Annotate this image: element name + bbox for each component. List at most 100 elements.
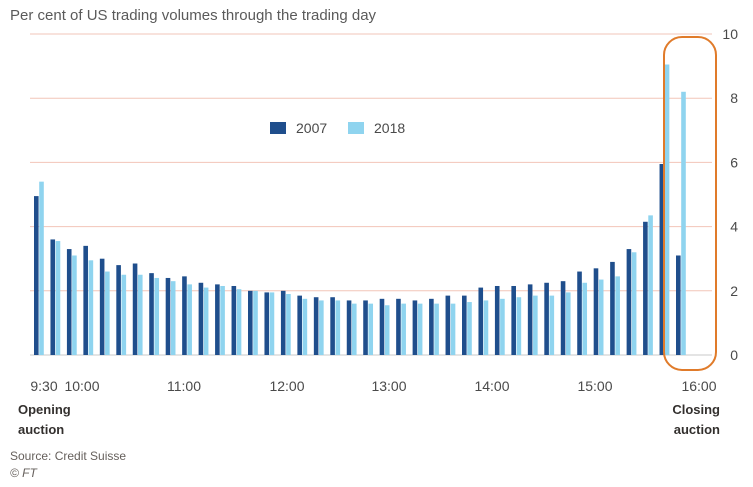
bar-2018 (516, 297, 522, 355)
bar-2018 (467, 302, 472, 355)
y-tick-label: 4 (730, 219, 738, 235)
opening-auction-annotation: Opening auction (18, 402, 71, 437)
bar-2018 (187, 284, 192, 355)
bar-2018 (351, 303, 357, 355)
x-tick-label: 13:00 (371, 378, 406, 394)
y-tick-label: 2 (730, 283, 738, 299)
x-tick-label: 11:00 (167, 378, 201, 394)
grid-lines (30, 33, 712, 356)
bar-2007 (280, 290, 286, 355)
bar-2018 (615, 276, 620, 355)
x-tick-label: 14:00 (474, 378, 509, 394)
x-tick-label: 9:30 (30, 378, 57, 394)
legend: 2007 2018 (270, 120, 405, 136)
bar-2018 (681, 91, 686, 355)
bar-2018 (582, 282, 588, 355)
bar-2018 (121, 274, 127, 355)
bar-2007 (50, 239, 56, 355)
bar-2018 (483, 300, 489, 355)
bar-2007 (544, 282, 549, 355)
y-tick-label: 0 (730, 347, 738, 363)
bar-2007 (83, 245, 88, 355)
bar-2007 (165, 277, 171, 355)
bar-2018 (220, 285, 225, 355)
closing-auction-annotation: Closing auction (672, 402, 720, 437)
bar-2018 (598, 279, 604, 355)
x-tick-label: 10:00 (64, 378, 99, 394)
x-tick-label: 12:00 (269, 378, 304, 394)
legend-label-2018: 2018 (374, 120, 405, 136)
bar-2007 (462, 295, 467, 355)
bar-2018 (319, 300, 324, 355)
bar-2007 (132, 263, 138, 355)
source-note: Source: Credit Suisse (10, 449, 126, 463)
bar-2018 (286, 294, 291, 355)
bar-2018 (565, 292, 571, 355)
bar-2018 (137, 274, 143, 355)
closing-auction-line1: Closing (672, 402, 720, 417)
y-axis-ticks: 0 2 4 6 8 10 (722, 26, 738, 363)
x-axis-ticks: 9:30 10:00 11:00 12:00 13:00 14:00 15:00 16:00 (30, 378, 716, 394)
y-tick-label: 10 (722, 26, 738, 42)
bar-2018 (631, 252, 637, 355)
bar-2018 (368, 303, 374, 355)
bar-2018 (335, 300, 341, 355)
bar-2018 (533, 295, 538, 355)
bar-2007 (643, 221, 648, 355)
bar-2007 (363, 300, 368, 355)
bar-2007 (626, 249, 632, 355)
bar-2007 (346, 300, 352, 355)
bar-2007 (527, 284, 533, 355)
bar-2007 (198, 282, 204, 355)
legend-swatch-2007 (270, 122, 286, 134)
bar-2018 (72, 255, 77, 355)
bar-2018 (88, 260, 94, 355)
bar-2018 (648, 215, 653, 355)
bar-2018 (236, 289, 242, 355)
bar-2018 (417, 303, 423, 355)
bar-2018 (55, 241, 61, 355)
bar-2007 (231, 285, 237, 355)
bar-2007 (248, 290, 253, 355)
bar-2007 (313, 297, 319, 355)
bar-2018 (500, 298, 505, 355)
bars (34, 64, 686, 355)
y-tick-label: 8 (730, 90, 738, 106)
opening-auction-line1: Opening (18, 402, 71, 417)
bar-2007 (99, 258, 105, 355)
bar-2007 (412, 300, 418, 355)
bar-2007 (478, 287, 484, 355)
bar-2007 (215, 284, 220, 355)
legend-label-2007: 2007 (296, 120, 327, 136)
bar-2018 (434, 303, 439, 355)
bar-2018 (302, 298, 308, 355)
closing-auction-highlight (663, 36, 717, 371)
bar-2018 (253, 290, 258, 355)
bar-2007 (659, 164, 665, 355)
bar-2007 (560, 281, 566, 355)
bar-2018 (269, 292, 275, 355)
bar-2007 (396, 298, 401, 355)
legend-swatch-2018 (348, 122, 364, 134)
bar-2018 (549, 295, 555, 355)
bar-2018 (664, 64, 670, 355)
bar-2007 (610, 261, 615, 355)
bar-2007 (264, 292, 270, 355)
bar-2018 (384, 305, 390, 355)
x-tick-label: 15:00 (577, 378, 612, 394)
bar-2018 (154, 277, 160, 355)
copyright-note: © FT (10, 466, 39, 480)
bar-2007 (494, 285, 500, 355)
bar-2007 (676, 255, 681, 355)
x-tick-label: 16:00 (681, 378, 716, 394)
bar-2018 (203, 287, 209, 355)
bar-2018 (450, 303, 456, 355)
bar-2018 (170, 281, 176, 355)
bar-2007 (445, 295, 451, 355)
y-tick-label: 6 (730, 154, 738, 170)
bar-2018 (39, 181, 44, 355)
bar-2007 (34, 196, 39, 355)
bar-2007 (66, 249, 72, 355)
bar-2018 (401, 303, 406, 355)
